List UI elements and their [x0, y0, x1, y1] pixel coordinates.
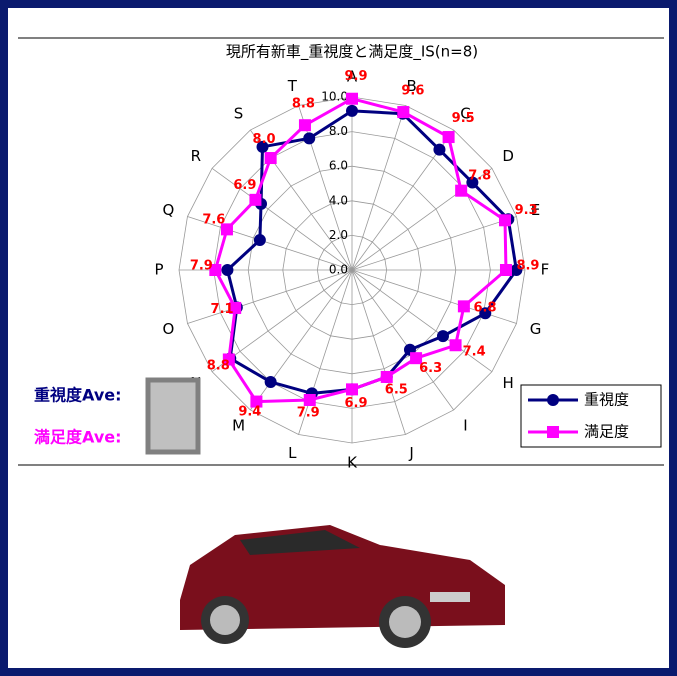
data-label: 8.9: [516, 259, 539, 274]
data-point: [397, 106, 410, 119]
data-point: [220, 223, 233, 236]
data-point: [433, 143, 446, 156]
category-label: T: [287, 77, 298, 95]
data-point: [222, 353, 235, 366]
data-point: [499, 214, 512, 227]
data-point: [256, 140, 269, 153]
category-label: R: [191, 147, 201, 165]
spoke: [351, 269, 406, 435]
data-point: [449, 339, 462, 352]
data-label: 9.6: [401, 83, 424, 98]
category-label: Q: [163, 201, 175, 219]
data-label: 8.0: [253, 132, 276, 147]
data-label: 9.3: [515, 203, 538, 218]
legend-box: [520, 384, 662, 448]
spoke: [298, 269, 353, 435]
data-point: [457, 300, 470, 313]
r-tick-label: 10.0: [321, 90, 348, 104]
r-tick-label: 8.0: [329, 124, 348, 138]
category-label: B: [406, 77, 416, 95]
data-point: [303, 132, 316, 145]
data-point: [249, 193, 262, 206]
data-label: 7.9: [297, 406, 320, 421]
legend-label: 満足度: [584, 423, 629, 441]
data-point: [346, 383, 358, 396]
data-label: 9.4: [238, 405, 261, 420]
spoke: [351, 105, 406, 271]
data-point: [221, 264, 234, 276]
data-point: [442, 131, 455, 144]
data-label: 7.6: [202, 212, 225, 227]
category-label: C: [460, 104, 470, 122]
spoke: [187, 216, 353, 271]
category-label: D: [502, 147, 514, 165]
category-label: E: [531, 201, 540, 219]
spoke: [187, 269, 353, 324]
data-point: [499, 264, 512, 276]
category-label: S: [234, 104, 244, 122]
category-label: P: [154, 261, 163, 279]
r-tick-label: 2.0: [329, 228, 348, 242]
category-label: F: [541, 261, 550, 279]
data-point: [209, 264, 222, 276]
data-label: 9.5: [452, 111, 475, 126]
data-point: [455, 184, 468, 197]
spoke: [351, 269, 493, 373]
category-label: M: [232, 417, 245, 435]
data-label: 7.4: [463, 344, 486, 359]
r-tick-label: 6.0: [329, 159, 348, 173]
data-point: [298, 119, 311, 132]
r-tick-label: 0.0: [329, 263, 348, 277]
annotation: 重視度Ave:: [34, 386, 122, 405]
spoke: [211, 269, 353, 373]
data-point: [303, 393, 316, 406]
car-illustration: [180, 525, 505, 648]
data-point: [410, 352, 423, 365]
data-point: [346, 92, 358, 105]
chart-title: 現所有新車_重視度と満足度_IS(n=8): [226, 43, 478, 62]
data-label: 6.9: [233, 178, 256, 193]
data-point: [510, 264, 523, 276]
category-label: I: [463, 417, 467, 435]
legend-marker: [547, 394, 559, 406]
data-label: 7.9: [190, 259, 213, 274]
data-label: 8.8: [207, 359, 230, 374]
data-label: 6.5: [385, 383, 408, 398]
r-tick-label: 4.0: [329, 193, 348, 207]
data-label: 6.3: [419, 361, 442, 376]
category-label: O: [163, 320, 175, 338]
data-label: 6.9: [344, 396, 367, 411]
spoke: [211, 167, 353, 271]
data-point: [253, 234, 266, 247]
category-label: L: [288, 444, 297, 462]
data-point: [479, 307, 492, 320]
data-point: [436, 330, 449, 343]
legend-marker: [547, 426, 559, 438]
data-label: 8.8: [292, 97, 315, 112]
category-label: J: [408, 444, 413, 462]
data-label: 7.8: [468, 169, 491, 184]
data-label: 7.1: [211, 302, 234, 317]
category-label: G: [530, 320, 542, 338]
data-point: [264, 152, 277, 165]
data-label: 9.9: [344, 69, 367, 84]
data-label: 6.8: [473, 300, 496, 315]
data-point: [380, 370, 393, 383]
category-label: A: [347, 68, 358, 86]
data-point: [250, 395, 263, 408]
mask-box: [145, 377, 201, 455]
category-label: K: [347, 454, 358, 472]
data-point: [346, 104, 358, 117]
spoke: [351, 216, 517, 271]
data-point: [466, 176, 479, 189]
legend-label: 重視度: [584, 391, 629, 409]
data-point: [264, 375, 277, 388]
data-point: [229, 301, 242, 314]
category-label: H: [502, 374, 513, 392]
annotation: 満足度Ave:: [34, 428, 122, 447]
spoke: [351, 269, 455, 411]
